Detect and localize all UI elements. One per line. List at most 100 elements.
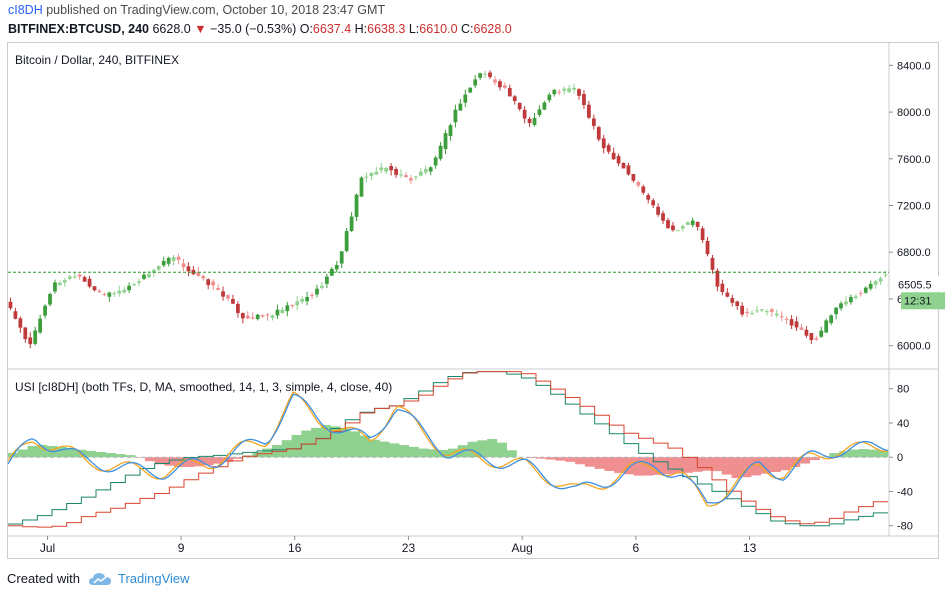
histogram-bar: [809, 457, 820, 461]
histogram-bar: [584, 457, 595, 467]
candle-body: [231, 298, 235, 304]
candle-body: [428, 167, 433, 172]
candle-body: [418, 171, 423, 176]
histogram-bar: [438, 450, 449, 458]
candle-body: [735, 301, 740, 307]
candle-body: [13, 311, 18, 319]
histogram-bar: [350, 431, 361, 458]
histogram-bar: [340, 428, 351, 458]
candle-body: [171, 257, 176, 261]
candle-body: [77, 274, 82, 277]
histogram-bar: [800, 457, 811, 464]
open-value: 6637.4: [312, 22, 352, 36]
candle-body: [38, 318, 43, 333]
candle-body: [557, 91, 562, 93]
histogram-bar: [702, 457, 713, 471]
candle-body: [67, 276, 72, 279]
candle-body: [809, 332, 814, 341]
candle-body: [542, 102, 547, 110]
histogram-bar: [369, 439, 380, 458]
candle-body: [463, 94, 468, 103]
candle-body: [186, 266, 191, 272]
candle-body: [339, 251, 344, 264]
histogram-bar: [154, 457, 165, 465]
candle-body: [498, 81, 502, 88]
candle-body: [537, 109, 542, 116]
histogram-bar: [428, 449, 439, 458]
candle-body: [646, 195, 651, 200]
candle-body: [784, 318, 789, 320]
histogram-bar: [96, 452, 107, 458]
histogram-bar: [320, 425, 331, 458]
candle-body: [295, 301, 300, 306]
candle-body: [329, 268, 334, 276]
candle-body: [334, 264, 339, 270]
candle-body: [656, 206, 660, 215]
candle-body: [839, 303, 843, 309]
histogram-bar: [565, 457, 576, 462]
candle-body: [137, 281, 141, 283]
candle-body: [275, 309, 280, 316]
candle-body: [102, 293, 107, 295]
histogram-bar: [56, 447, 67, 458]
candle-body: [626, 165, 631, 175]
histogram-bar: [653, 457, 664, 475]
candle-body: [507, 87, 512, 97]
candle-body: [616, 156, 621, 164]
author-link[interactable]: cI8DH: [8, 3, 43, 17]
candle-body: [819, 330, 824, 337]
candle-body: [858, 292, 863, 294]
candle-body: [621, 162, 626, 169]
histogram-bar: [330, 426, 341, 458]
candle-body: [349, 216, 354, 231]
histogram-bar: [848, 449, 859, 458]
histogram-bar: [819, 456, 830, 458]
last-price-label: 6505.5: [898, 279, 932, 291]
usi-tick-label: -80: [897, 521, 913, 533]
histogram-bar: [868, 449, 879, 458]
candle-body: [379, 167, 384, 171]
histogram-bar: [203, 457, 214, 466]
candle-body: [725, 292, 730, 297]
histogram-bar: [712, 457, 723, 472]
candle-body: [33, 330, 38, 344]
histogram-bar: [780, 457, 791, 471]
candle-body: [315, 288, 319, 295]
usi-tick-label: 80: [897, 384, 909, 396]
candle-body: [221, 291, 225, 297]
candle-body: [829, 315, 834, 323]
candle-body: [107, 292, 112, 297]
histogram-bar: [418, 448, 429, 458]
candle-body: [270, 315, 275, 318]
candle-body: [720, 283, 725, 292]
candle-body: [804, 329, 809, 336]
histogram-bar: [496, 442, 507, 458]
publish-info: cI8DH published on TradingView.com, Octo…: [8, 3, 385, 17]
candle-body: [23, 327, 28, 340]
candle-body: [423, 169, 428, 173]
candle-body: [8, 301, 13, 309]
histogram-bar: [477, 440, 488, 458]
candle-body: [18, 318, 23, 328]
usi-tick-label: 0: [897, 452, 903, 464]
histogram-bar: [184, 457, 195, 468]
histogram-bar: [223, 457, 234, 462]
tradingview-link[interactable]: TradingView: [117, 571, 190, 586]
usi-line-blue: [7, 393, 889, 504]
candle-body: [517, 102, 522, 110]
time-tick-label: 16: [288, 541, 302, 555]
candle-body: [572, 87, 576, 90]
candle-body: [562, 88, 567, 91]
candle-body: [285, 305, 290, 312]
candle-body: [587, 104, 591, 118]
candle-body: [636, 182, 641, 186]
candle-body: [740, 305, 745, 315]
footer: Created with TradingView: [7, 571, 190, 586]
candle-body: [290, 305, 295, 307]
candle-body: [453, 109, 458, 123]
candle-body: [794, 321, 799, 328]
price-tick-label: 8000.0: [897, 107, 931, 119]
open-label: O:: [299, 22, 313, 36]
histogram-bar: [829, 453, 840, 458]
